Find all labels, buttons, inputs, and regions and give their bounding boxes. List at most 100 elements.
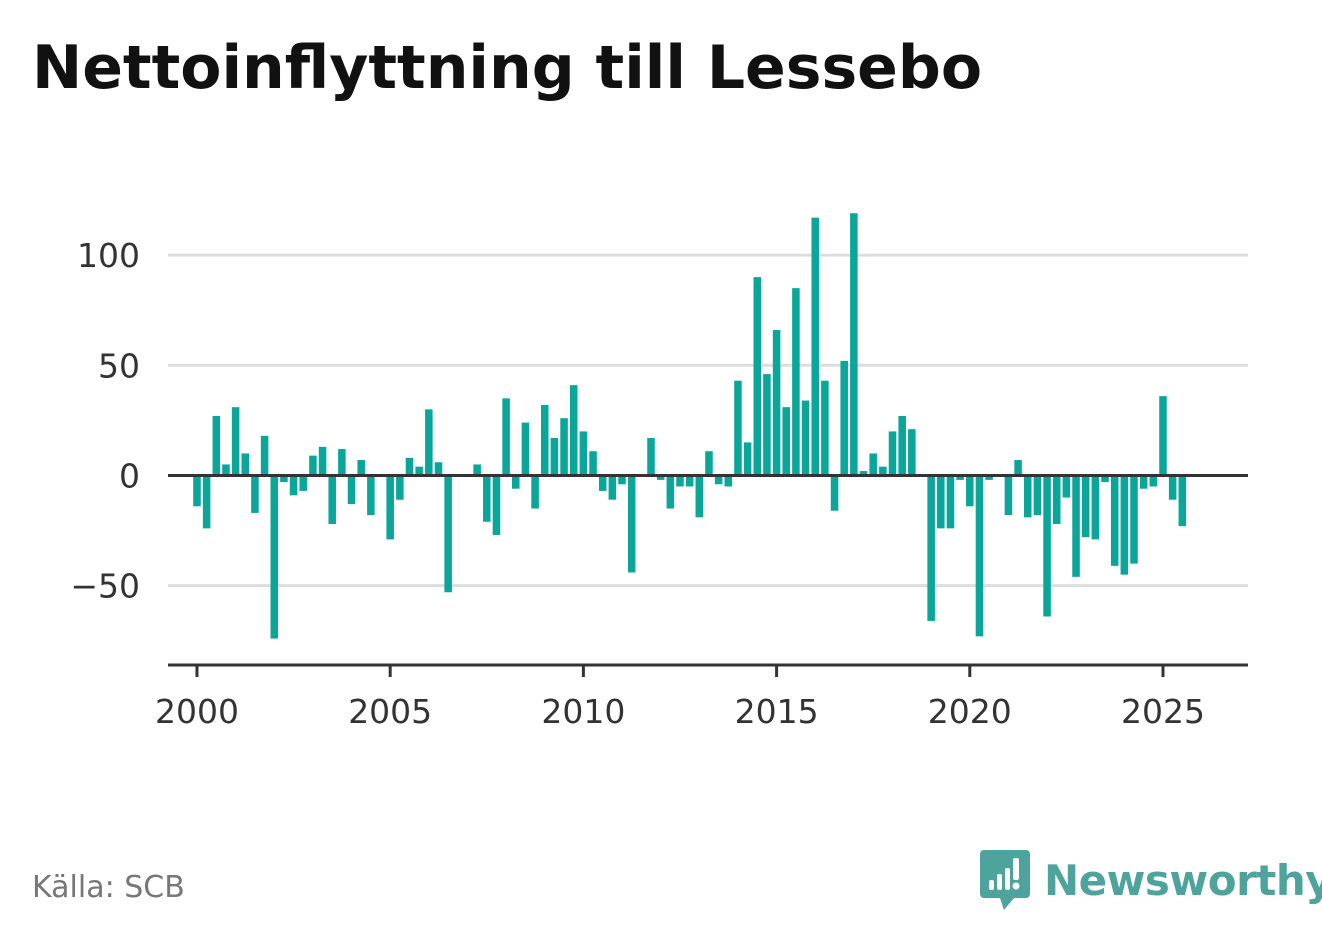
tick-labels: −50 0 50 100 2000 2005 2010 2015 2020 2025 <box>70 236 1205 731</box>
bar <box>956 475 964 480</box>
bar <box>1139 475 1148 489</box>
bar <box>222 464 230 476</box>
bar <box>502 398 510 476</box>
bar <box>676 475 684 487</box>
y-tick-label: 50 <box>98 346 140 385</box>
bar <box>1023 475 1032 518</box>
bar <box>415 466 423 476</box>
bar <box>405 457 414 476</box>
bar <box>425 409 433 476</box>
y-tick-label: 100 <box>77 236 140 275</box>
bar <box>772 330 781 476</box>
bar <box>473 464 481 476</box>
bar <box>801 400 810 476</box>
bar <box>579 431 588 476</box>
x-tick-label: 2010 <box>541 692 625 731</box>
bar <box>367 475 375 516</box>
bar <box>975 475 984 637</box>
bar <box>618 475 626 485</box>
bar <box>521 422 530 476</box>
gridlines <box>168 253 1248 588</box>
bar <box>386 475 394 540</box>
newsworthy-logo-icon <box>980 850 1030 910</box>
bar <box>1101 475 1109 483</box>
bar <box>483 475 491 522</box>
bar <box>811 217 819 476</box>
bar <box>202 475 211 529</box>
bar <box>1004 475 1013 516</box>
x-tick-label: 2025 <box>1121 692 1205 731</box>
bar <box>792 288 800 476</box>
bar <box>299 475 307 491</box>
bar <box>569 385 578 476</box>
bar <box>1168 475 1177 500</box>
bar <box>1130 475 1138 564</box>
bar <box>1081 475 1090 538</box>
bar <box>1014 460 1022 476</box>
bar <box>251 475 259 513</box>
x-tick-label: 2015 <box>735 692 819 731</box>
bar <box>550 438 559 476</box>
bar <box>1110 475 1119 566</box>
bar <box>289 475 298 496</box>
bar <box>714 475 723 485</box>
chart-title: Nettoinflyttning till Lessebo <box>32 33 983 103</box>
bar <box>328 475 336 524</box>
bar <box>888 431 897 476</box>
bar <box>540 404 549 476</box>
bar <box>869 453 877 476</box>
bar <box>695 475 704 518</box>
bar <box>396 475 404 500</box>
bar <box>724 475 733 487</box>
bar <box>1159 396 1167 476</box>
brand-name: Newsworthy <box>1044 855 1322 905</box>
bar <box>821 380 829 476</box>
bar <box>753 277 762 476</box>
bar <box>260 435 269 476</box>
bar <box>946 475 955 529</box>
axes <box>168 473 1248 677</box>
bar <box>734 380 742 476</box>
bar <box>212 415 221 476</box>
bar <box>850 213 858 476</box>
x-tick-label: 2000 <box>155 692 239 731</box>
bar <box>560 418 568 476</box>
bar <box>280 475 288 483</box>
x-tick-label: 2020 <box>928 692 1012 731</box>
bar <box>338 449 346 476</box>
bars <box>193 213 1187 639</box>
bar <box>705 451 713 476</box>
bar <box>1120 475 1129 575</box>
brand: Newsworthy <box>980 848 1322 912</box>
bar <box>966 475 974 507</box>
bar <box>318 446 327 476</box>
bar <box>1052 475 1061 524</box>
bar <box>1043 475 1051 617</box>
bar <box>859 471 868 476</box>
bar <box>656 475 665 480</box>
source-note: Källa: SCB <box>32 870 185 905</box>
bar <box>444 475 452 593</box>
bar <box>608 475 617 500</box>
y-tick-label: −50 <box>70 567 140 606</box>
bar <box>512 475 520 489</box>
bar <box>937 475 945 529</box>
x-tick-label: 2005 <box>348 692 432 731</box>
bar <box>743 442 752 476</box>
bar <box>193 475 201 507</box>
bar <box>231 407 240 476</box>
bar <box>1178 475 1187 527</box>
bar <box>627 475 636 573</box>
y-tick-label: 0 <box>119 456 140 495</box>
bar <box>782 407 791 476</box>
bar <box>347 475 356 505</box>
bar <box>241 453 250 476</box>
bar <box>927 475 935 621</box>
bar <box>357 460 365 476</box>
bar <box>647 438 655 476</box>
bar <box>908 429 916 476</box>
bar <box>270 475 279 639</box>
bar <box>598 475 607 491</box>
bar <box>666 475 675 509</box>
